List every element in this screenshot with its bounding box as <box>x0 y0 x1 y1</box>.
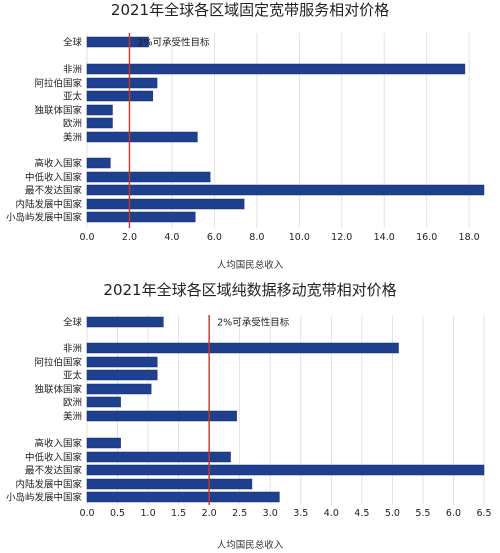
tick-label: 6.5 <box>476 508 491 519</box>
tick-label: 18.0 <box>459 232 480 243</box>
category-label: 内陆发展中国家 <box>15 479 82 491</box>
tick-label: 0.0 <box>79 232 94 243</box>
reference-line-label: 2%可承受性目标 <box>137 37 210 49</box>
bar <box>86 437 121 449</box>
bar <box>86 63 466 75</box>
mobile-broadband-chart: 2021年全球各区域纯数据移动宽带相对价格 全球非洲阿拉伯国家 亚太独联体国家 欧洲… <box>0 280 500 553</box>
tick-label: 2.0 <box>202 508 217 519</box>
bar <box>86 117 113 129</box>
category-label: 高收入国家 <box>34 438 82 450</box>
bar <box>86 369 158 381</box>
category-label: 小岛屿发展中国家 <box>6 492 83 504</box>
bar <box>86 342 399 354</box>
bar <box>86 356 158 368</box>
tick-label: 4.0 <box>324 508 339 519</box>
tick-label: 2.5 <box>232 508 247 519</box>
x-axis-label: 人均国民总收入 <box>216 540 284 551</box>
tick-label: 4.5 <box>354 508 369 519</box>
bar <box>86 171 211 183</box>
category-label: 全球 <box>63 317 83 329</box>
category-label: 欧洲 <box>63 397 82 409</box>
bar <box>86 491 280 503</box>
bar <box>86 90 154 102</box>
category-label: 亚太 <box>63 91 83 103</box>
tick-label: 1.0 <box>141 508 156 519</box>
category-label: 全球 <box>63 37 83 49</box>
bar <box>86 396 121 408</box>
category-label: 中低收入国家 <box>25 172 83 184</box>
bar <box>86 478 253 490</box>
category-label: 非洲 <box>63 64 82 76</box>
tick-label: 5.0 <box>385 508 400 519</box>
tick-label: 0.5 <box>110 508 125 519</box>
category-label: 亚太 <box>63 370 83 382</box>
category-label: 独联体国家 <box>34 105 82 117</box>
x-axis-label: 人均国民总收入 <box>216 260 284 271</box>
reference-line-label: 2%可承受性目标 <box>217 317 290 329</box>
category-label: 独联体国家 <box>34 384 82 396</box>
bar <box>86 464 485 476</box>
category-label: 阿拉伯国家 <box>34 357 82 369</box>
tick-label: 1.5 <box>171 508 186 519</box>
bar <box>86 131 198 143</box>
bar <box>86 410 237 422</box>
tick-label: 14.0 <box>374 232 395 243</box>
bar <box>86 211 196 223</box>
bar <box>86 451 231 463</box>
bar <box>86 104 113 116</box>
tick-label: 0.0 <box>79 508 94 519</box>
fixed-broadband-chart: 2021年全球各区域固定宽带服务相对价格 全球非洲阿拉伯国家 亚太独联体国家 欧洲美… <box>0 0 500 271</box>
tick-label: 6.0 <box>446 508 461 519</box>
fixed-broadband-plot: 全球非洲阿拉伯国家亚太独联体国家欧洲美洲高收入国家中低收入国家最不发达国家内陆发… <box>6 33 485 243</box>
tick-label: 8.0 <box>249 232 264 243</box>
category-label: 中低收入国家 <box>25 452 83 464</box>
tick-label: 3.0 <box>263 508 278 519</box>
category-label: 阿拉伯国家 <box>34 78 82 90</box>
tick-label: 3.5 <box>293 508 308 519</box>
chart-title: 2021年全球各区域固定宽带服务相对价格 <box>110 1 390 19</box>
tick-label: 10.0 <box>289 232 310 243</box>
bar <box>86 184 485 196</box>
category-label: 小岛屿发展中国家 <box>6 212 83 224</box>
tick-label: 5.5 <box>415 508 430 519</box>
bar <box>86 157 111 169</box>
category-label: 美洲 <box>63 411 82 423</box>
chart-title: 2021年全球各区域纯数据移动宽带相对价格 <box>103 281 397 299</box>
category-label: 最不发达国家 <box>25 465 83 477</box>
bar <box>86 77 158 89</box>
bar <box>86 316 164 328</box>
bar <box>86 383 152 395</box>
category-label: 美洲 <box>63 132 82 144</box>
tick-label: 2.0 <box>122 232 137 243</box>
category-label: 内陆发展中国家 <box>15 199 82 211</box>
category-label: 欧洲 <box>63 118 82 130</box>
bar <box>86 36 149 48</box>
category-label: 非洲 <box>63 343 82 355</box>
tick-label: 16.0 <box>416 232 437 243</box>
category-label: 最不发达国家 <box>25 185 83 197</box>
bar <box>86 198 245 210</box>
mobile-broadband-plot: 全球非洲阿拉伯国家亚太独联体国家欧洲美洲高收入国家中低收入国家最不发达国家内陆发… <box>6 315 492 519</box>
category-label: 高收入国家 <box>34 158 82 170</box>
tick-label: 4.0 <box>164 232 179 243</box>
tick-label: 6.0 <box>207 232 222 243</box>
tick-label: 12.0 <box>331 232 352 243</box>
